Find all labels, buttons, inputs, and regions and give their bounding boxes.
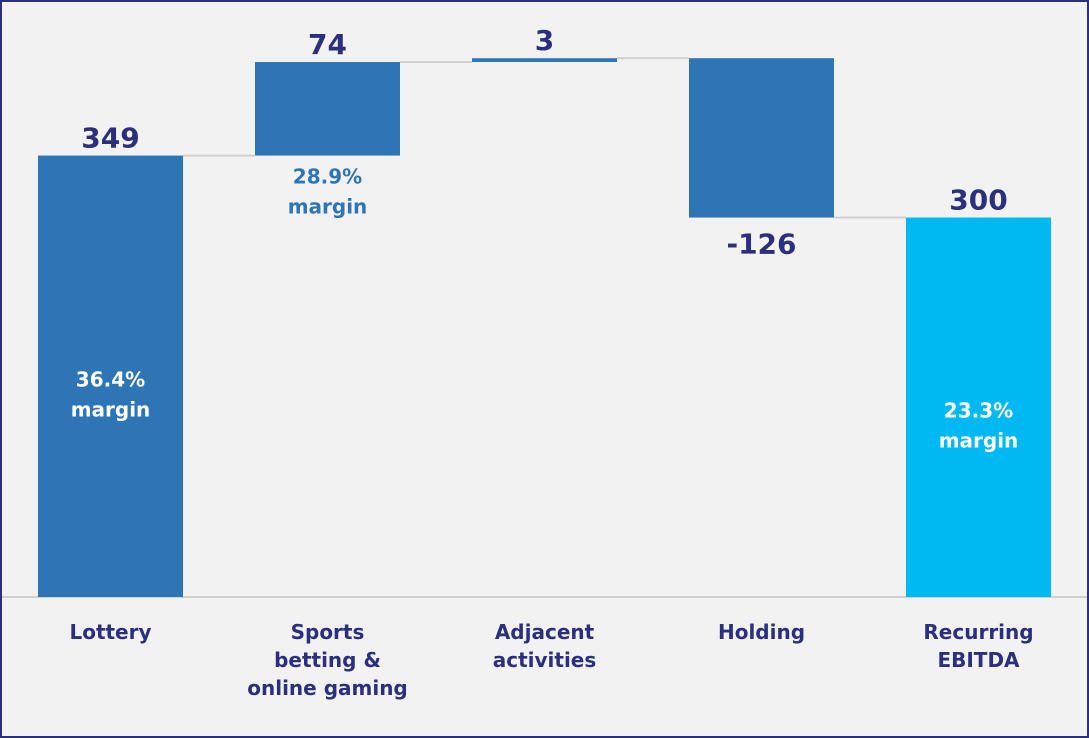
bar [472,58,617,62]
value-label: 300 [949,184,1007,217]
value-label: 349 [81,122,139,155]
annotation: 23.3% margin [939,398,1019,452]
x-tick-label: Sports betting & online gaming [247,620,408,700]
x-tick-label: Adjacent activities [493,620,597,672]
x-tick-label: Recurring EBITDA [923,620,1033,672]
x-tick-label: Lottery [69,620,151,644]
bar [255,61,400,156]
annotation: 28.9% margin [288,165,368,219]
x-tick-label: Holding [718,620,805,644]
bar [906,217,1051,597]
value-label: -126 [726,228,796,261]
value-label: 3 [535,24,554,57]
bar [689,58,834,218]
value-label: 74 [308,28,347,61]
annotation: 36.4% margin [71,367,151,421]
bar [38,155,183,597]
